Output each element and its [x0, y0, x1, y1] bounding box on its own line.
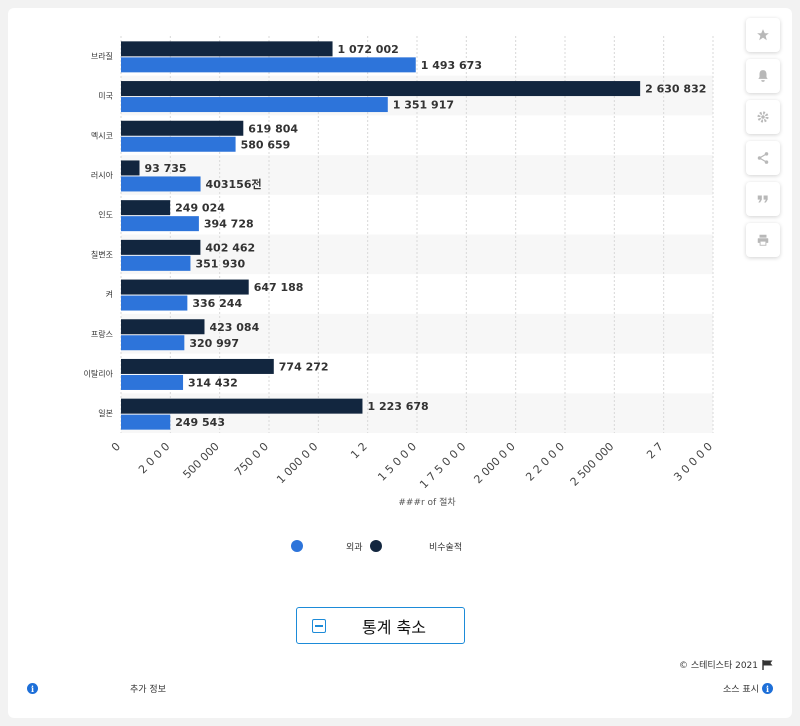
bar [121, 358, 274, 374]
collapse-statistic-label: 통계 축소 [362, 617, 426, 637]
data-label: 403156전 [206, 177, 262, 191]
data-label: 1 223 678 [367, 400, 428, 413]
bar [121, 398, 363, 414]
show-source-label: 소스 표시 [723, 685, 759, 695]
bar [121, 295, 188, 311]
category-label: 멕시코 [91, 130, 113, 140]
data-label: 580 659 [241, 138, 291, 151]
star-icon [757, 29, 769, 41]
notify-button[interactable] [746, 59, 780, 93]
print-button[interactable] [746, 223, 780, 257]
x-axis-title: ###r of 절차 [398, 496, 456, 508]
data-label: 402 462 [205, 241, 255, 254]
category-label: 켜 [106, 290, 113, 299]
data-label: 647 188 [254, 281, 304, 294]
bar [121, 374, 184, 390]
bar [121, 57, 416, 73]
x-tick-label: 3 0 0 0 0 [671, 440, 715, 484]
category-label: 브라질 [91, 52, 113, 61]
bar [121, 120, 244, 136]
x-tick-label: 1 2 [348, 440, 370, 462]
category-label: 이탈리아 [84, 368, 114, 378]
share-icon [757, 152, 769, 164]
copyright-text: © 스테티스타 2021 [678, 661, 758, 671]
category-label: 인도 [98, 210, 113, 220]
bar [121, 279, 249, 295]
x-tick-label: 2 0 0 0 [136, 440, 172, 476]
bell-icon [758, 70, 768, 82]
print-icon [757, 234, 769, 246]
bar [121, 97, 388, 113]
x-tick-label: 1 000 0 0 [274, 440, 320, 486]
x-tick-label: 1 7 5 0 0 0 [417, 440, 468, 491]
share-button[interactable] [746, 141, 780, 175]
more-info-label: 추가 정보 [130, 685, 166, 695]
bar [121, 176, 201, 192]
x-tick-label: 500 000 [180, 440, 221, 481]
data-label: 249 543 [175, 416, 225, 429]
data-label: 1 351 917 [393, 99, 454, 112]
x-tick-label: 2 000 0 0 [471, 440, 517, 486]
show-source-link[interactable]: 소스 표시 i [723, 682, 773, 695]
toolbar [746, 18, 780, 264]
data-label: 1 493 673 [421, 59, 482, 72]
data-label: 351 930 [195, 257, 245, 270]
data-label: 314 432 [188, 376, 238, 389]
quote-icon [757, 195, 768, 203]
x-tick-label: 2 7 [644, 440, 666, 462]
category-label: 러시아 [91, 170, 114, 180]
flag-icon[interactable] [762, 659, 774, 670]
copyright: © 스테티스타 2021 [679, 658, 774, 671]
settings-button[interactable] [746, 100, 780, 134]
bar [121, 255, 191, 271]
legend-dot-nonsurgical[interactable] [370, 540, 382, 552]
x-tick-label: 0 [109, 440, 123, 454]
bar [121, 414, 171, 430]
legend-label-nonsurgical[interactable]: 비수술적 [429, 543, 463, 553]
bar [121, 136, 236, 152]
x-tick-label: 2 2 0 0 0 [523, 440, 567, 484]
data-label: 394 728 [204, 218, 254, 231]
x-tick-label: 2 500 000 [568, 440, 617, 489]
data-label: 619 804 [248, 122, 298, 135]
legend-label-surgical[interactable]: 외과 [346, 543, 363, 553]
gear-icon [757, 111, 769, 123]
bar [121, 239, 201, 255]
data-label: 1 072 002 [338, 43, 399, 56]
category-label: 일본 [98, 409, 113, 418]
x-tick-label: 750 0 0 [232, 440, 271, 479]
collapse-statistic-button[interactable]: 통계 축소 [296, 607, 465, 644]
cite-button[interactable] [746, 182, 780, 216]
bar [121, 335, 185, 351]
data-label: 320 997 [189, 337, 239, 350]
category-label: 미국 [98, 92, 113, 101]
data-label: 774 272 [279, 360, 329, 373]
category-label: 프랑스 [91, 329, 113, 339]
info-icon: i [27, 683, 38, 694]
chart-legend: 외과 비수술적 [0, 539, 800, 555]
category-label: 칠변조 [91, 249, 113, 259]
bar [121, 81, 641, 97]
data-label: 2 630 832 [645, 83, 706, 96]
legend-dot-surgical[interactable] [291, 540, 303, 552]
favorite-button[interactable] [746, 18, 780, 52]
info-icon: i [762, 683, 773, 694]
bar [121, 319, 205, 335]
data-label: 423 084 [209, 321, 259, 334]
bar [121, 216, 199, 232]
more-info-link[interactable]: i 추가 정보 [27, 682, 166, 695]
bar [121, 160, 140, 176]
bar [121, 41, 333, 57]
data-label: 336 244 [192, 297, 242, 310]
bar-chart: 브라질 1 072 002 1 493 673 미국 2 630 832 1 351 91… [84, 36, 715, 508]
minus-square-icon [312, 618, 326, 633]
data-label: 93 735 [144, 162, 186, 175]
data-label: 249 024 [175, 202, 225, 215]
x-tick-label: 1 5 0 0 0 [375, 440, 419, 484]
bar [121, 200, 171, 216]
